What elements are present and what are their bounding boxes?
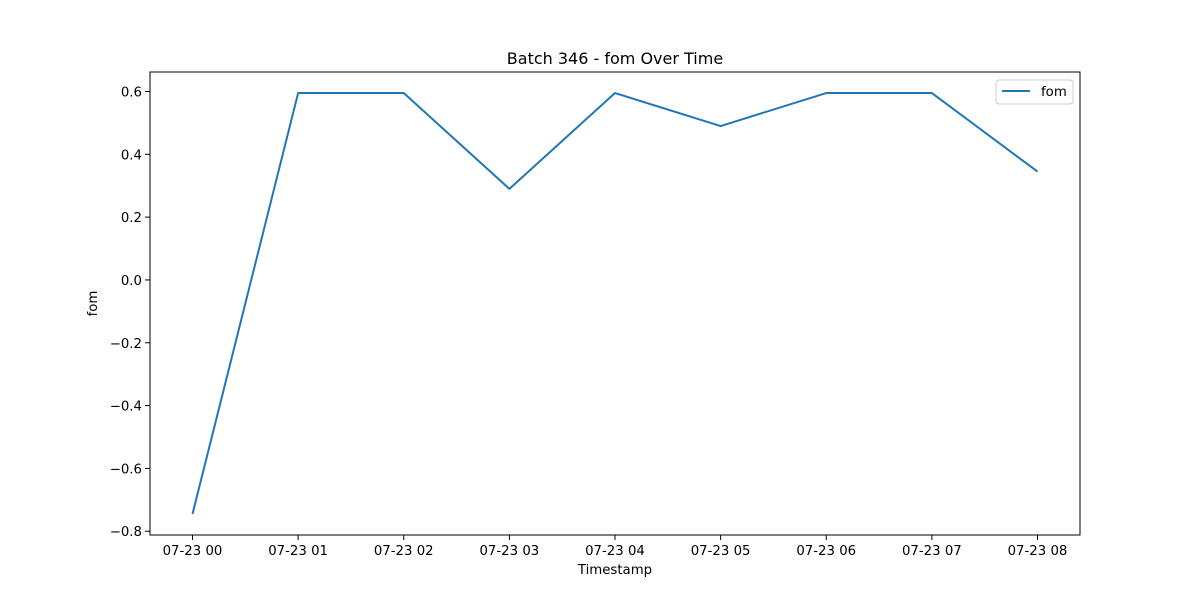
y-tick-label: −0.2 <box>110 337 142 352</box>
x-tick-label: 07-23 06 <box>796 544 856 559</box>
y-tick-label: 0.0 <box>121 274 142 289</box>
plot-area-frame <box>149 71 1081 536</box>
series-layer <box>191 92 1039 515</box>
y-tick-label: 0.2 <box>121 211 142 226</box>
y-tick-label: 0.4 <box>121 148 142 163</box>
x-tick-label: 07-23 07 <box>902 544 962 559</box>
x-tick-label: 07-23 05 <box>691 544 751 559</box>
x-tick-label: 07-23 04 <box>585 544 645 559</box>
chart-title: Batch 346 - fom Over Time <box>507 49 723 68</box>
legend-box <box>995 79 1074 105</box>
y-tick-label: −0.4 <box>110 400 142 415</box>
series-line-fom <box>191 92 1039 515</box>
x-tick-label: 07-23 03 <box>479 544 539 559</box>
y-tick-label: −0.6 <box>110 462 142 477</box>
y-tick-label: 0.6 <box>121 85 142 100</box>
legend-label: fom <box>1041 85 1067 100</box>
x-tick-label: 07-23 01 <box>268 544 328 559</box>
y-axis: −0.8 −0.6 −0.4 −0.2 0.0 0.2 0.4 0.6 <box>110 85 150 540</box>
x-tick-label: 07-23 02 <box>374 544 434 559</box>
y-tick-label: −0.8 <box>110 525 142 540</box>
x-axis: 07-23 00 07-23 01 07-23 02 07-23 03 07-23 04… <box>163 535 1068 559</box>
x-axis-label: Timestamp <box>577 563 652 578</box>
legend: fom <box>995 79 1074 105</box>
x-tick-label: 07-23 00 <box>163 544 223 559</box>
x-tick-label: 07-23 08 <box>1008 544 1068 559</box>
y-axis-label: fom <box>86 291 101 317</box>
